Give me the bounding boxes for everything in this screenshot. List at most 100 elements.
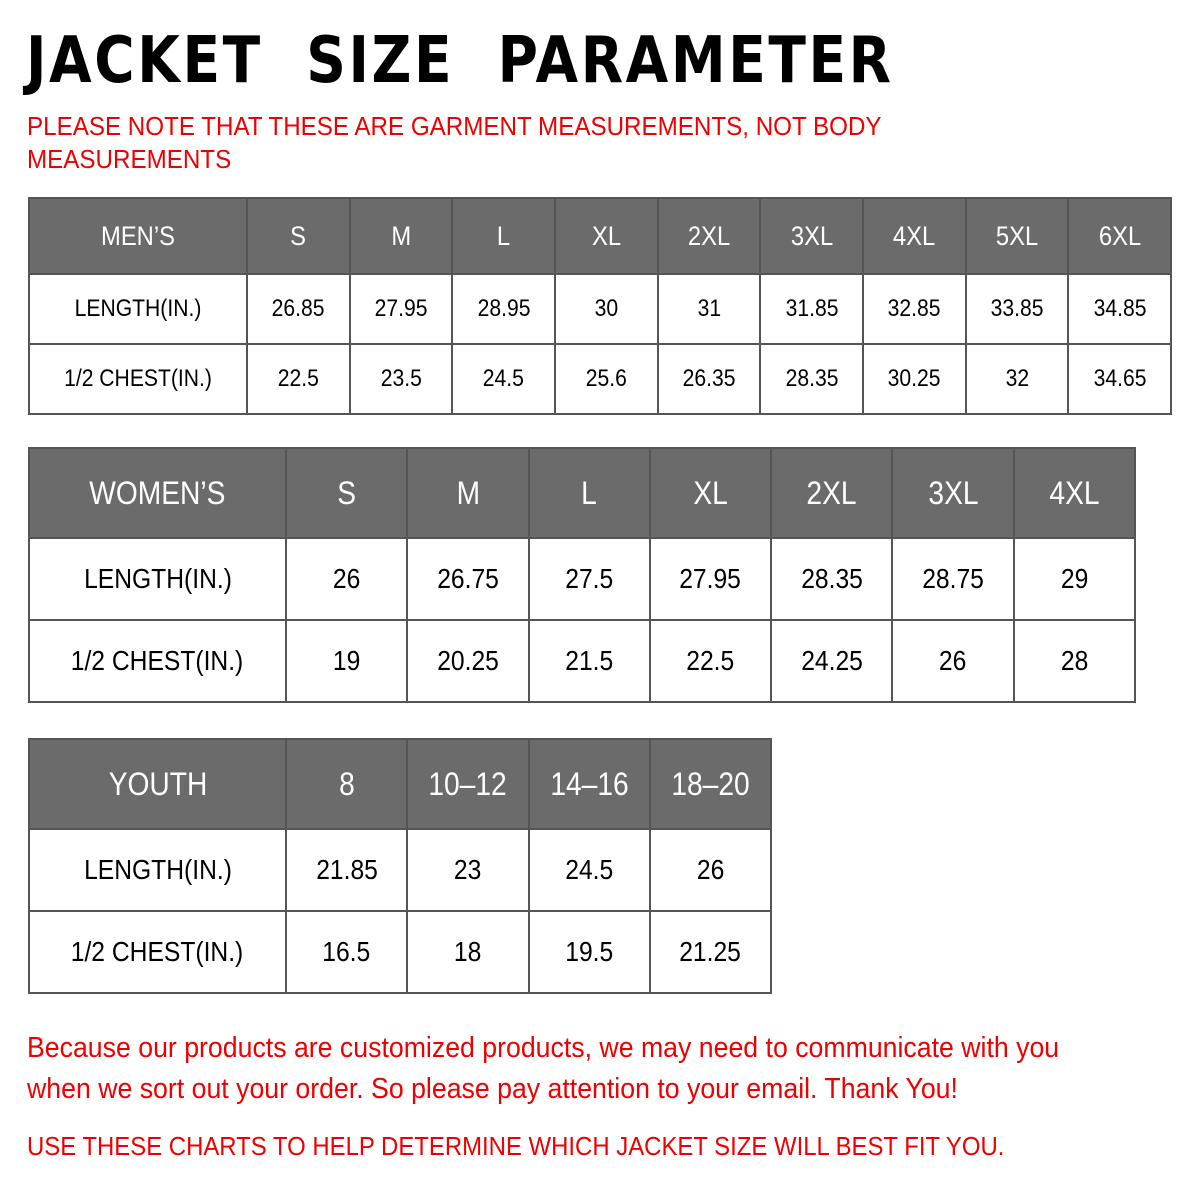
header-label: YOUTH (108, 765, 207, 802)
measurement-cell: 26 (648, 828, 773, 912)
size-header: 2XL (656, 197, 762, 275)
header-label: XL (693, 474, 728, 511)
measurement-cell: 22.5 (648, 619, 773, 703)
header-label: L (581, 474, 598, 511)
header-label: WOMEN’S (89, 474, 226, 511)
header-label: 6XL (1098, 220, 1141, 251)
measurement-cell: 19 (284, 619, 409, 703)
cell-value: 1/2 CHEST(IN.) (64, 365, 212, 392)
header-row: YOUTH 8 10–12 14–16 18–20 (28, 738, 773, 830)
header-label: S (337, 474, 357, 511)
measurement-cell: 26.85 (246, 273, 351, 345)
size-header: 4XL (1012, 447, 1137, 539)
header-label: 4XL (893, 220, 936, 251)
header-label: 8 (338, 765, 355, 802)
cell-value: 30.25 (887, 365, 941, 392)
cell-value: 31 (697, 295, 721, 322)
table-row: 1/2 CHEST(IN.) 22.5 23.5 24.5 25.6 26.35 28.35… (28, 343, 1172, 415)
cell-value: 24.5 (565, 854, 614, 885)
cell-value: 26.35 (682, 365, 736, 392)
size-header: 10–12 (406, 738, 530, 830)
header-row: WOMEN’S S M L XL 2XL 3XL 4XL (28, 447, 1137, 539)
cell-value: 28.75 (922, 563, 984, 594)
cell-value: 26.75 (437, 563, 499, 594)
measurement-cell: 23.5 (348, 343, 454, 415)
category-header: YOUTH (28, 738, 287, 830)
measurement-cell: 16.5 (284, 910, 409, 994)
measurement-cell: 23 (406, 828, 530, 912)
cell-value: LENGTH(IN.) (83, 563, 232, 594)
measurement-cell: 28.75 (891, 537, 1015, 621)
size-header: 6XL (1067, 197, 1172, 275)
table-row: LENGTH(IN.) 21.85 23 24.5 26 (28, 828, 773, 912)
cell-value: 30 (594, 295, 619, 322)
measurement-cell: 31 (656, 273, 762, 345)
cell-value: 29 (1060, 563, 1089, 594)
measurement-cell: 27.95 (648, 537, 773, 621)
cell-value: 28.35 (785, 365, 839, 392)
measurement-cell: 25.6 (553, 343, 659, 415)
measurement-cell: 21.5 (527, 619, 651, 703)
measurement-cell: 26.75 (406, 537, 530, 621)
size-header: 3XL (891, 447, 1015, 539)
size-header: L (527, 447, 651, 539)
category-header: WOMEN’S (28, 447, 287, 539)
measurement-cell: 32.85 (861, 273, 967, 345)
measurement-cell: 28.35 (759, 343, 864, 415)
measurement-cell: 26 (284, 537, 409, 621)
header-label: 5XL (995, 220, 1039, 251)
cell-value: 27.5 (565, 563, 614, 594)
cell-value: 21.5 (565, 645, 614, 676)
youth-size-table: YOUTH 8 10–12 14–16 18–20 LENGTH(IN.) 21.85 23 2… (28, 738, 773, 994)
cell-value: 27.95 (374, 295, 428, 322)
measurement-cell: 27.95 (348, 273, 454, 345)
header-label: 2XL (687, 220, 731, 251)
cell-value: LENGTH(IN.) (74, 295, 202, 322)
measurement-cell: 34.65 (1067, 343, 1172, 415)
header-label: 3XL (927, 474, 979, 511)
measurement-cell: 21.25 (648, 910, 773, 994)
table-row: 1/2 CHEST(IN.) 16.5 18 19.5 21.25 (28, 910, 773, 994)
header-label: M (391, 220, 411, 251)
size-header: 5XL (964, 197, 1070, 275)
row-label: LENGTH(IN.) (28, 273, 248, 345)
size-header: XL (648, 447, 773, 539)
cell-value: 28.35 (800, 563, 863, 594)
header-label: 3XL (790, 220, 833, 251)
size-header: XL (553, 197, 659, 275)
header-label: XL (591, 220, 621, 251)
measurement-cell: 26.35 (656, 343, 762, 415)
measurement-cell: 28 (1012, 619, 1137, 703)
footer-size-tip: USE THESE CHARTS TO HELP DETERMINE WHICH… (27, 1131, 1005, 1161)
header-label: L (497, 220, 511, 251)
cell-value: 25.6 (585, 365, 627, 392)
cell-value: 24.25 (800, 645, 863, 676)
cell-value: 22.5 (277, 365, 319, 392)
cell-value: 27.95 (679, 563, 742, 594)
cell-value: 32.85 (887, 295, 941, 322)
table-row: 1/2 CHEST(IN.) 19 20.25 21.5 22.5 24.25 26 28 (28, 619, 1137, 703)
size-header: 14–16 (527, 738, 651, 830)
measurement-cell: 28.95 (451, 273, 556, 345)
cell-value: 16.5 (322, 936, 371, 967)
measurement-cell: 28.35 (770, 537, 894, 621)
header-label: 18–20 (671, 765, 750, 802)
measurement-cell: 33.85 (964, 273, 1070, 345)
size-header: 18–20 (648, 738, 773, 830)
footer-message: Because our products are customized prod… (27, 1032, 1060, 1105)
cell-value: 1/2 CHEST(IN.) (71, 645, 244, 676)
cell-value: 21.85 (315, 854, 378, 885)
measurement-note: PLEASE NOTE THAT THESE ARE GARMENT MEASU… (27, 111, 882, 174)
size-header: S (246, 197, 351, 275)
measurement-cell: 21.85 (284, 828, 409, 912)
category-header: MEN’S (28, 197, 248, 275)
cell-value: LENGTH(IN.) (83, 854, 232, 885)
measurement-cell: 26 (891, 619, 1015, 703)
measurement-cell: 18 (406, 910, 530, 994)
cell-value: 31.85 (785, 295, 839, 322)
row-label: 1/2 CHEST(IN.) (28, 910, 287, 994)
measurement-cell: 31.85 (759, 273, 864, 345)
womens-size-table: WOMEN’S S M L XL 2XL 3XL 4XL LENGTH(IN.) 26 26.75 2… (28, 447, 1137, 703)
measurement-cell: 30.25 (861, 343, 967, 415)
cell-value: 1/2 CHEST(IN.) (71, 936, 244, 967)
